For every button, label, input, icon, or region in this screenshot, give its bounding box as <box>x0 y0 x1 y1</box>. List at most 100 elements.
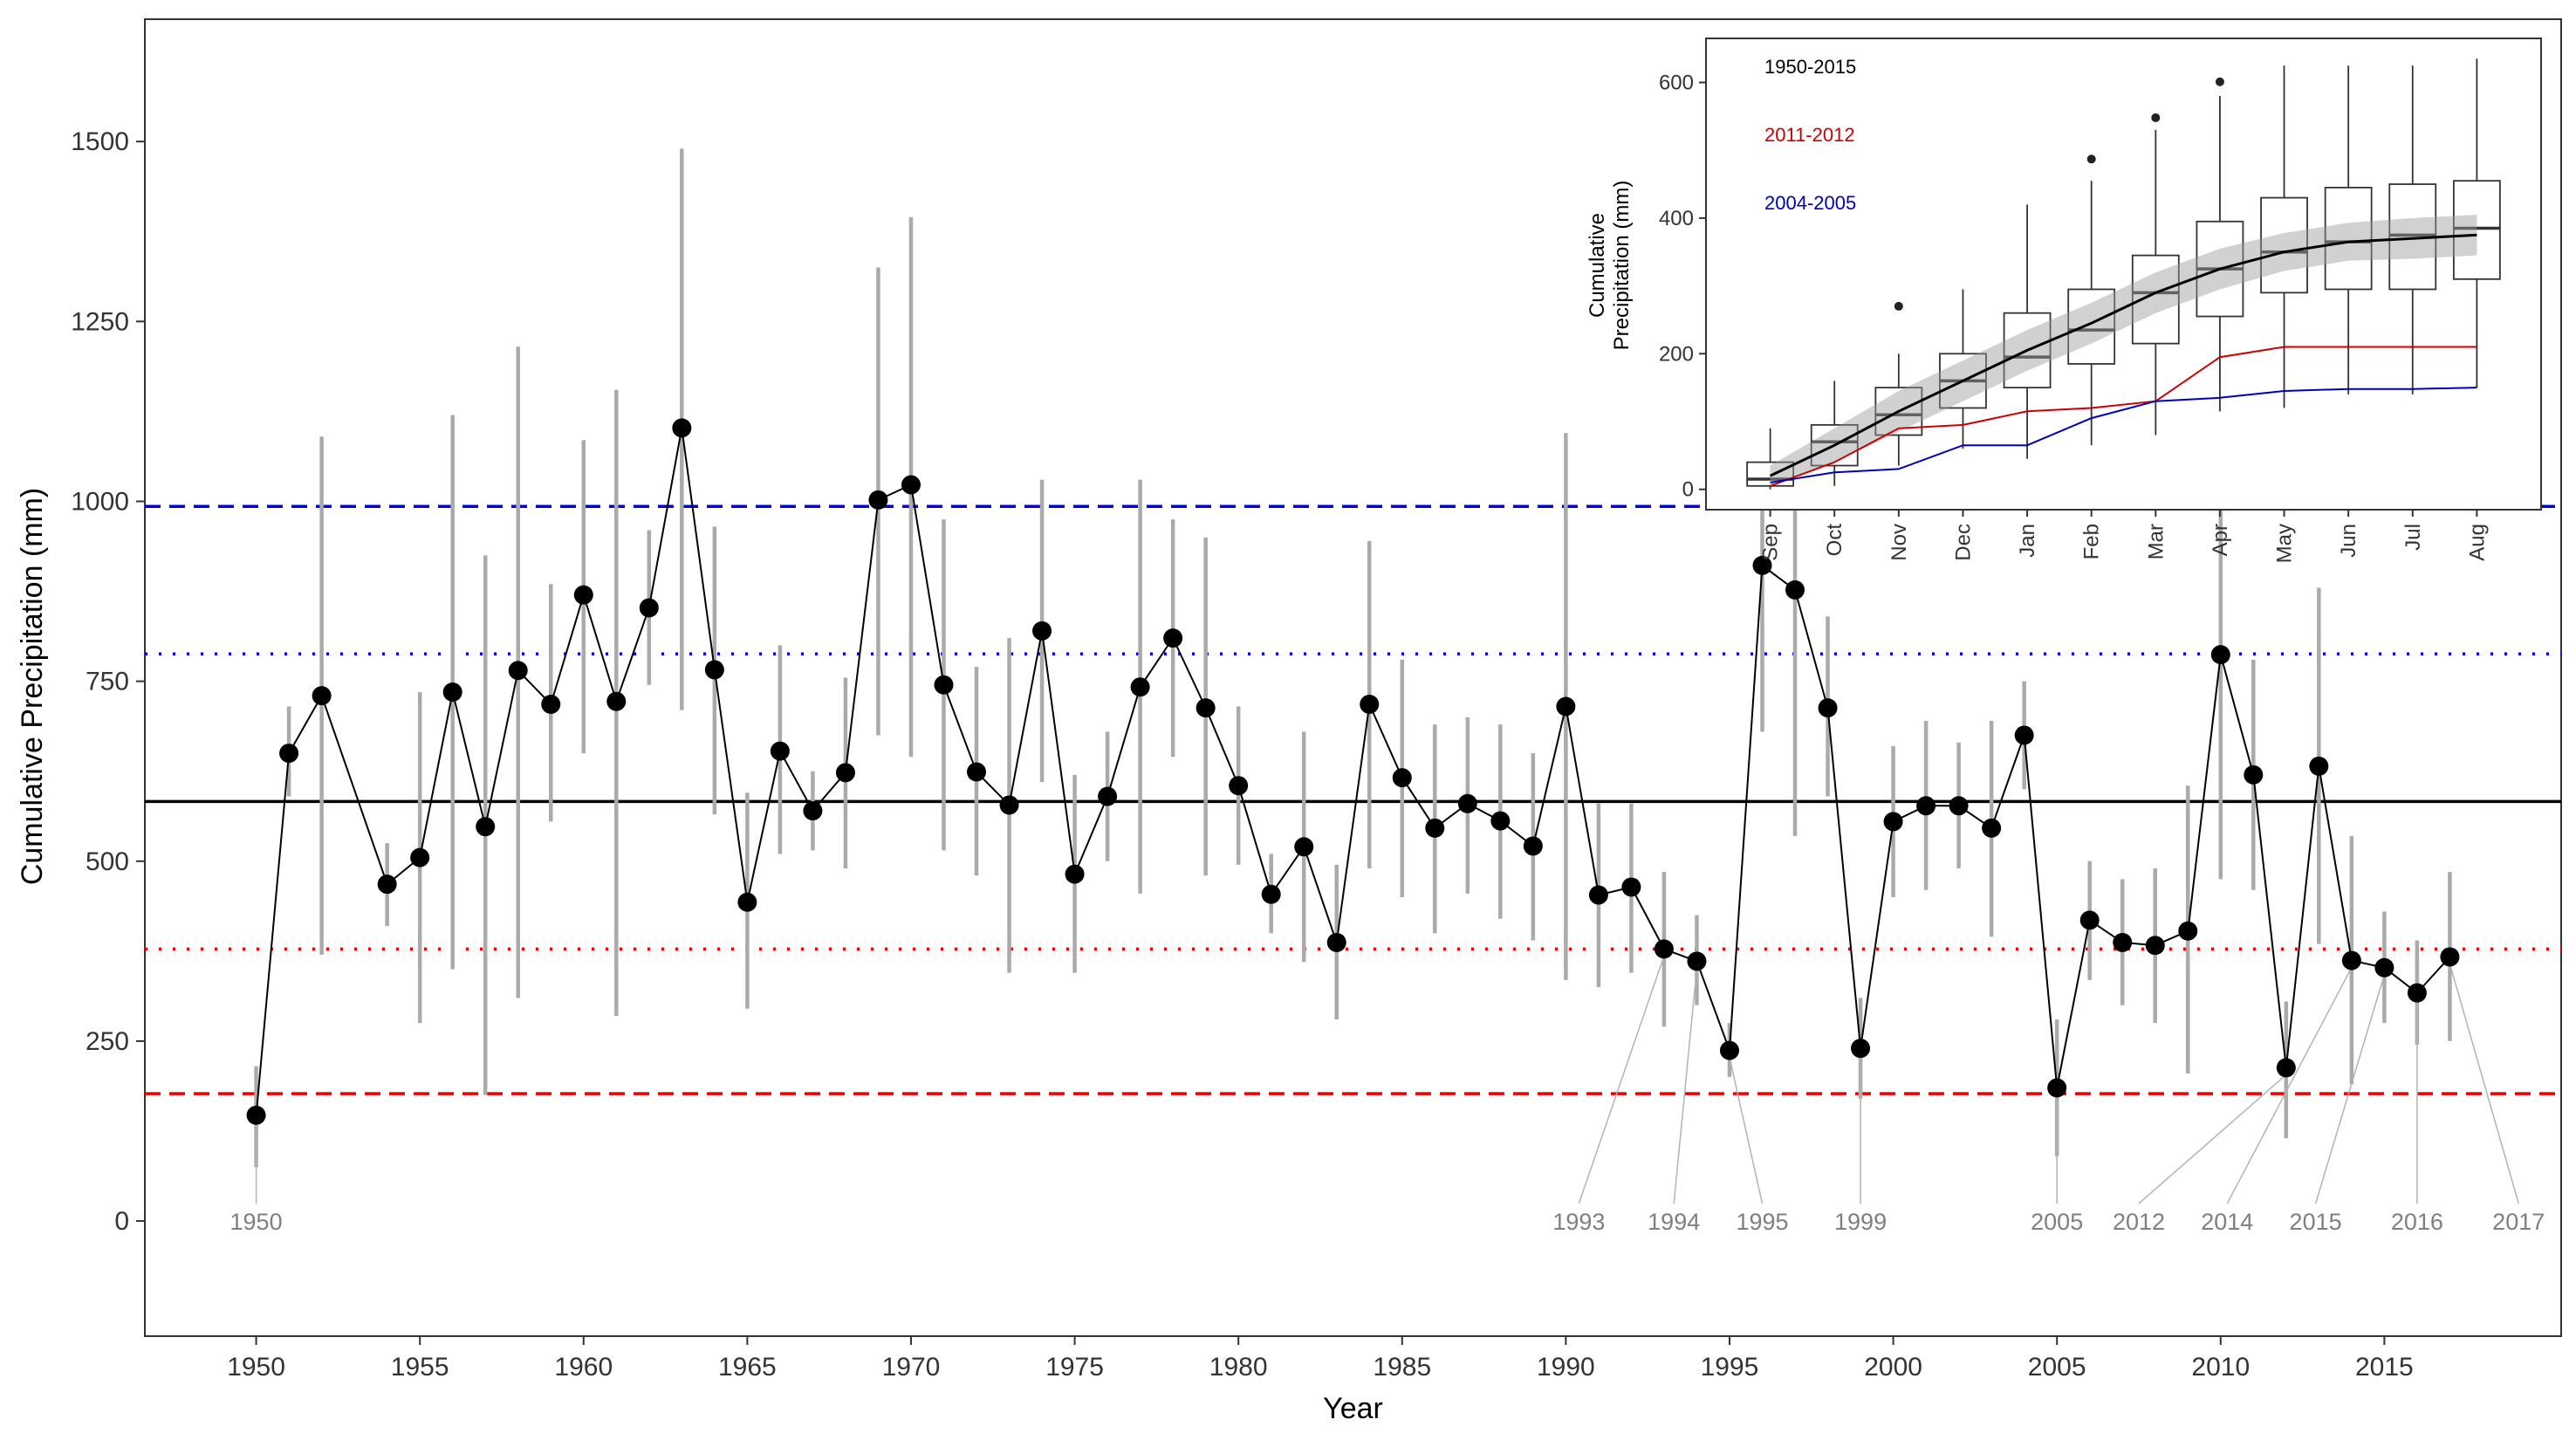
annotation-label: 1995 <box>1736 1209 1788 1235</box>
annotation-label: 1993 <box>1552 1209 1605 1235</box>
inset-y-axis-title: CumulativePrecipitation (mm) <box>1586 181 1634 351</box>
annotation-leader <box>1729 1057 1764 1204</box>
inset-x-tick-label: May <box>2273 524 2297 563</box>
inset-x-tick-label: Mar <box>2144 524 2168 559</box>
data-point <box>377 874 397 895</box>
annotation-label: 1994 <box>1648 1209 1700 1235</box>
annotation-leader <box>2314 974 2386 1204</box>
data-point <box>2309 756 2329 776</box>
x-tick-label: 1980 <box>1209 1353 1268 1382</box>
inset-x-tick-label: Feb <box>2080 524 2104 559</box>
data-point <box>967 762 987 782</box>
inset-x-tick-label: Dec <box>1951 524 1975 561</box>
y-tick-label: 500 <box>86 847 129 876</box>
annotation-label: 2005 <box>2031 1209 2083 1235</box>
data-point <box>1196 698 1216 718</box>
legend-label: 1950-2015 <box>1764 56 1856 78</box>
data-point <box>1556 696 1576 717</box>
data-point <box>606 691 627 711</box>
y-tick-label: 0 <box>114 1207 129 1236</box>
x-axis-title: Year <box>1323 1392 1383 1425</box>
x-tick-label: 1955 <box>391 1353 449 1382</box>
data-point <box>1523 836 1543 856</box>
data-point <box>442 682 462 702</box>
data-point <box>2407 983 2427 1003</box>
data-point <box>279 744 299 764</box>
data-point <box>1621 877 1641 897</box>
x-tick-label: 2015 <box>2355 1353 2414 1382</box>
annotation-label: 2015 <box>2290 1209 2342 1235</box>
box-body <box>2324 187 2373 291</box>
inset-series-line <box>1770 387 2477 483</box>
inset-series-line <box>1770 346 2477 487</box>
data-point <box>1949 796 1969 816</box>
box-body <box>2067 288 2116 365</box>
data-point <box>1065 864 1085 884</box>
data-point <box>1163 628 1183 648</box>
annotation-label: 1999 <box>1834 1209 1887 1235</box>
annotation-label: 2012 <box>2113 1209 2165 1235</box>
data-point <box>2014 725 2034 745</box>
data-point <box>901 475 921 495</box>
box-outlier <box>1894 301 1903 311</box>
data-point <box>2113 932 2133 952</box>
box-outlier <box>2151 113 2161 122</box>
x-tick-label: 2000 <box>1864 1353 1922 1382</box>
annotation-label: 1950 <box>230 1209 283 1235</box>
inset-x-tick-label: Sep <box>1759 524 1783 561</box>
data-point <box>1654 939 1674 959</box>
data-point <box>1425 818 1445 838</box>
inset-x-tick-label: Jun <box>2337 524 2360 558</box>
data-point <box>2244 765 2264 785</box>
inset-y-tick-label: 200 <box>1659 342 1694 366</box>
box-body <box>2260 196 2308 294</box>
data-point <box>1982 818 2002 838</box>
data-point <box>1785 579 1805 600</box>
data-point <box>2145 936 2165 956</box>
data-point <box>2210 645 2230 665</box>
data-point <box>1360 695 1380 715</box>
inset-x-tick-label: Jan <box>2016 524 2039 558</box>
inset-series-line <box>1769 233 2477 477</box>
data-point <box>1326 932 1346 952</box>
x-tick-label: 1990 <box>1537 1353 1595 1382</box>
data-point <box>2440 947 2460 967</box>
inset-x-tick-label: Apr <box>2209 524 2232 556</box>
x-tick-label: 1950 <box>227 1353 285 1382</box>
inset-x-tick-label: Nov <box>1887 524 1911 561</box>
x-tick-label: 1995 <box>1701 1353 1759 1382</box>
data-point <box>2374 957 2394 977</box>
y-tick-label: 250 <box>86 1027 129 1056</box>
annotation-label: 2017 <box>2492 1209 2545 1235</box>
annotation-leader <box>1578 956 1665 1204</box>
data-point <box>2341 950 2361 970</box>
box-outlier <box>2086 154 2096 164</box>
data-point <box>704 660 724 680</box>
data-point <box>2178 921 2198 941</box>
data-point <box>1261 884 1281 904</box>
data-point <box>476 817 496 837</box>
data-point <box>1916 796 1936 816</box>
data-point <box>1719 1040 1739 1060</box>
data-point <box>508 661 528 681</box>
annotation-leader <box>2449 964 2519 1204</box>
y-tick-label: 1000 <box>71 487 129 516</box>
inset-x-tick-label: Aug <box>2465 524 2489 561</box>
data-point <box>803 801 823 821</box>
data-point <box>1098 786 1118 806</box>
y-tick-label: 750 <box>86 668 129 696</box>
x-tick-label: 1960 <box>554 1353 613 1382</box>
legend-label: 2011-2012 <box>1764 124 1855 146</box>
inset-plot: 0 200 400 600 Sep Oct Nov Dec Jan Feb Mar Apr May Jun… <box>1586 38 2542 563</box>
data-point <box>1851 1039 1871 1059</box>
data-point <box>1457 793 1477 813</box>
data-point <box>737 892 757 912</box>
inset-x-tick-label: Jul <box>2401 524 2425 551</box>
y-tick-label: 1250 <box>71 307 129 336</box>
data-point <box>541 695 561 715</box>
annotation-leader <box>2138 1073 2287 1204</box>
annotation-leader <box>1673 968 1698 1204</box>
data-point <box>1294 837 1314 857</box>
data-point <box>2047 1078 2067 1098</box>
